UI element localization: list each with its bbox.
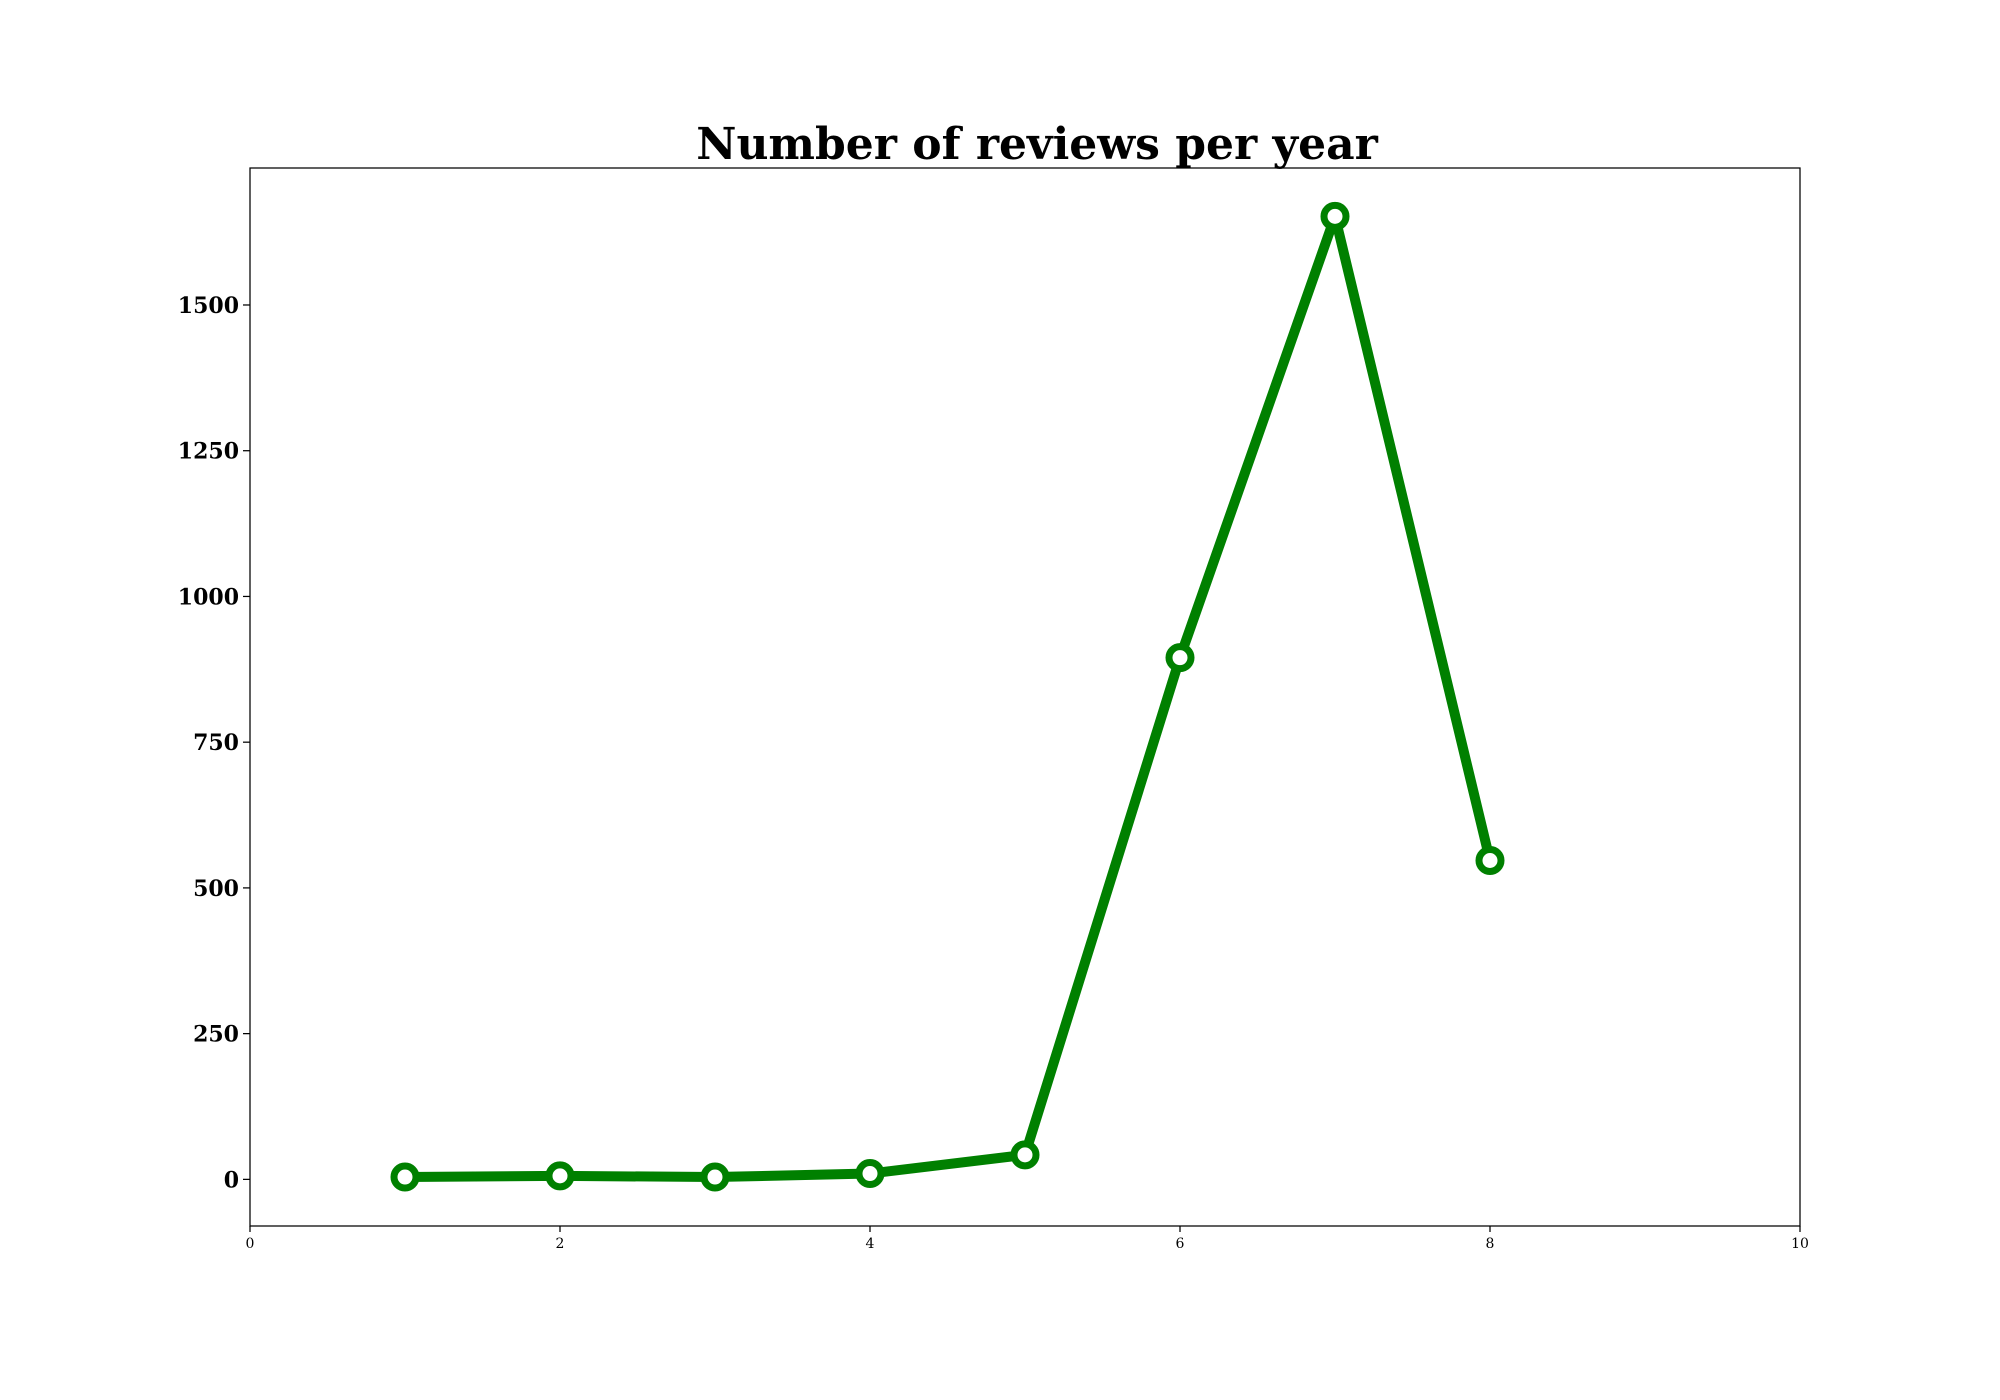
data-point: [545, 1161, 575, 1191]
data-point: [1320, 201, 1350, 231]
y-tick-label: 1250: [178, 439, 239, 465]
x-tick-label: 10: [1791, 1236, 1809, 1252]
data-point: [1475, 846, 1505, 876]
data-point: [1010, 1140, 1040, 1170]
x-tick-label: 4: [866, 1236, 875, 1252]
x-tick-label: 2: [556, 1236, 565, 1252]
x-tick-label: 0: [246, 1236, 255, 1252]
chart-title: Number of reviews per year: [696, 119, 1378, 170]
axes-frame: [249, 167, 1801, 1227]
data-point: [855, 1159, 885, 1189]
y-tick-label: 500: [193, 876, 239, 902]
y-axis: 0 250 500 750 1000 1250 1500: [178, 293, 250, 1193]
y-tick-label: 1000: [178, 584, 239, 610]
y-tick-label: 1500: [178, 293, 239, 319]
data-point: [700, 1162, 730, 1192]
x-axis: 0 2 4 6 8 10: [246, 1226, 1809, 1252]
y-tick-label: 250: [193, 1022, 239, 1048]
x-tick-label: 8: [1486, 1236, 1495, 1252]
x-tick-label: 6: [1176, 1236, 1185, 1252]
data-point: [390, 1162, 420, 1192]
y-tick-label: 0: [224, 1167, 239, 1193]
plot-area: [390, 201, 1505, 1192]
series-line: [400, 211, 1495, 1183]
data-point: [1165, 643, 1195, 673]
y-tick-label: 750: [193, 730, 239, 756]
